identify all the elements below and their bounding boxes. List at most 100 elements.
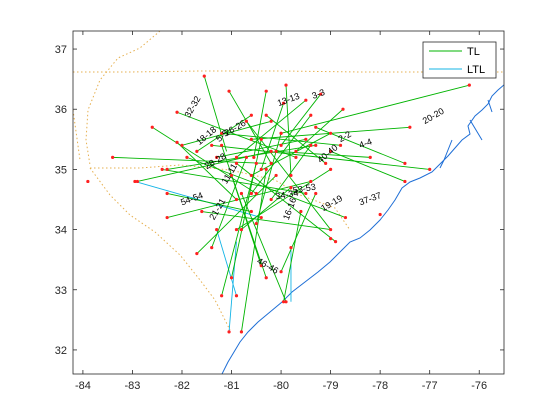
node-point-14	[150, 125, 154, 129]
tl-segment-26	[211, 157, 247, 248]
node-point-2	[264, 89, 268, 93]
edge-label-14: 53-53	[292, 182, 316, 196]
node-point-68	[343, 215, 348, 220]
tl-segment-46	[255, 133, 282, 224]
node-point-24	[229, 173, 234, 178]
ltl-segment-3	[228, 241, 237, 332]
node-points	[86, 74, 471, 334]
tl-segment-20	[167, 181, 311, 218]
node-point-38	[249, 113, 253, 117]
node-point-10	[368, 155, 372, 159]
tl-segment-35	[270, 145, 312, 200]
tl-segment-29	[240, 169, 267, 332]
y-tick-label-0: 32	[55, 345, 67, 357]
state-boundary-sc-ga	[89, 167, 231, 331]
node-point-67	[234, 197, 239, 202]
node-point-9	[408, 125, 412, 129]
node-point-40	[200, 209, 204, 214]
y-tick-label-5: 37	[55, 44, 67, 56]
node-point-70	[259, 264, 263, 268]
node-point-17	[135, 179, 140, 184]
node-point-85	[180, 143, 184, 147]
tl-segment-34	[236, 169, 331, 230]
x-tick-label-3: -81	[224, 380, 240, 392]
node-point-27	[254, 161, 258, 165]
x-tick-label-0: -84	[75, 380, 91, 392]
node-point-63	[269, 149, 273, 153]
tl-segment-47	[250, 114, 312, 194]
node-point-42	[244, 119, 248, 123]
node-point-19	[165, 191, 169, 196]
tl-segment-4	[236, 99, 307, 158]
x-tick-label-6: -78	[372, 380, 388, 392]
coastline	[221, 84, 504, 374]
tl-series	[112, 76, 470, 332]
legend-ltl-label: LTL	[467, 64, 485, 76]
node-point-55	[279, 131, 283, 135]
node-point-48	[269, 161, 273, 165]
node-point-44	[165, 167, 169, 172]
state-boundary-nc-tn	[85, 31, 161, 166]
tl-segment-3	[260, 103, 284, 170]
node-point-11	[403, 161, 407, 165]
node-point-60	[329, 149, 333, 153]
node-point-62	[294, 155, 298, 159]
node-point-88	[304, 137, 308, 141]
axes-box	[72, 30, 505, 375]
tl-segment-44	[167, 144, 316, 170]
tl-segment-36	[251, 132, 331, 176]
tl-segment-24	[231, 175, 262, 266]
node-point-35	[309, 143, 313, 147]
x-axis-ticks: -84 -83 -82 -81 -80 -79 -78 -77 -76	[75, 31, 487, 392]
node-point-84	[195, 149, 199, 153]
tl-segment-41	[236, 163, 336, 242]
node-point-15	[175, 110, 179, 114]
node-point-77	[239, 227, 244, 232]
tl-segment-16	[112, 156, 267, 164]
node-point-65	[249, 209, 253, 214]
node-point-16	[111, 155, 115, 159]
edge-label-0: 3-3	[311, 87, 327, 101]
tl-segment-21	[176, 142, 237, 200]
state-boundary-nc-va	[73, 70, 504, 73]
node-point-66	[309, 179, 313, 184]
coastline-sound	[439, 99, 493, 169]
tl-segment-13	[330, 150, 406, 182]
node-point-97	[289, 246, 293, 250]
node-point-80	[234, 227, 239, 232]
node-point-50	[259, 167, 263, 172]
node-point-22	[185, 155, 189, 159]
tl-segment-25	[241, 193, 287, 302]
node-point-39	[269, 119, 273, 123]
node-point-12	[428, 167, 432, 172]
node-point-52	[279, 143, 283, 147]
node-point-8	[467, 83, 471, 87]
node-point-101	[329, 237, 333, 241]
tl-segment-12	[211, 144, 430, 170]
node-point-21	[175, 140, 179, 144]
tl-segment-10	[276, 150, 371, 158]
node-point-53	[289, 173, 293, 178]
node-point-51	[234, 155, 239, 159]
node-point-99	[86, 179, 90, 184]
node-point-28	[259, 137, 263, 141]
node-point-92	[309, 113, 313, 117]
y-tick-label-4: 36	[55, 104, 67, 116]
node-point-34	[329, 167, 333, 172]
tl-segment-45	[265, 114, 326, 164]
node-point-72	[210, 246, 214, 250]
node-point-54	[294, 149, 298, 153]
node-point-36	[329, 131, 333, 135]
node-point-23	[220, 143, 224, 147]
node-point-98	[227, 330, 231, 334]
x-tick-label-2: -82	[174, 380, 190, 392]
node-point-26	[244, 155, 248, 159]
node-point-82	[249, 173, 253, 178]
node-point-0	[202, 74, 206, 78]
node-point-69	[264, 276, 268, 280]
tl-segment-19	[167, 193, 252, 212]
tl-segment-30	[196, 175, 277, 254]
x-tick-label-4: -80	[273, 380, 289, 392]
node-point-41	[234, 161, 239, 165]
tl-segment-27	[221, 163, 257, 296]
